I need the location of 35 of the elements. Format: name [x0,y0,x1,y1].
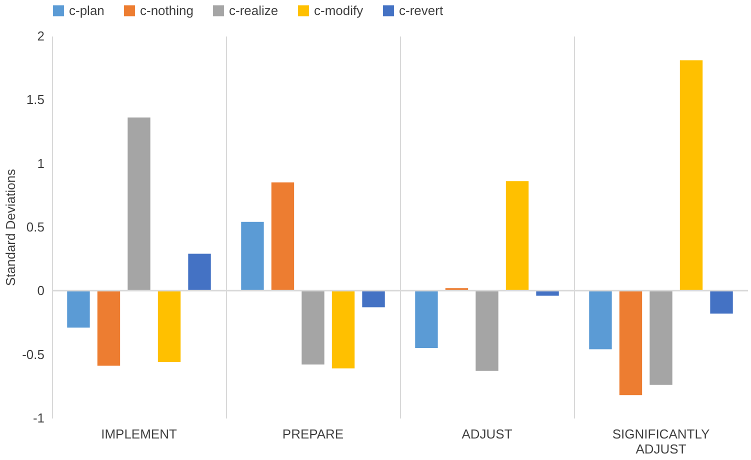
bar [158,290,181,362]
x-tick-label: ADJUST [462,426,512,442]
bar [619,290,642,396]
bar [271,182,294,291]
bar [332,290,355,368]
x-tick-label: SIGNIFICANTLY ADJUST [612,426,710,456]
legend-label: c-revert [399,2,444,18]
bar [476,290,498,371]
bar [362,290,385,308]
y-tick-label: 2 [37,28,44,44]
bar [97,290,120,366]
y-tick-label: 1 [37,156,44,171]
y-axis-title: Standard Deviations [3,168,18,286]
legend-label: c-modify [314,2,364,18]
bar [67,290,90,328]
bar [589,290,612,350]
bar [241,222,264,291]
y-tick-label: -0.5 [22,346,44,362]
y-tick-label: 0.5 [26,220,44,234]
bar [415,290,438,348]
bar [128,117,150,291]
legend-label: c-plan [69,2,104,18]
bar [680,60,703,291]
bar [302,290,324,365]
bar [710,290,733,314]
bar [188,254,211,291]
bar [506,181,529,291]
x-tick-label: IMPLEMENT [101,426,177,442]
y-tick-label: -1 [32,410,44,426]
legend-label: c-realize [229,2,278,18]
bar [650,290,672,385]
y-tick-label: 1.5 [26,92,44,108]
legend-label: c-nothing [140,2,194,18]
y-tick-label: 0 [37,283,44,298]
x-tick-label: PREPARE [282,426,344,442]
